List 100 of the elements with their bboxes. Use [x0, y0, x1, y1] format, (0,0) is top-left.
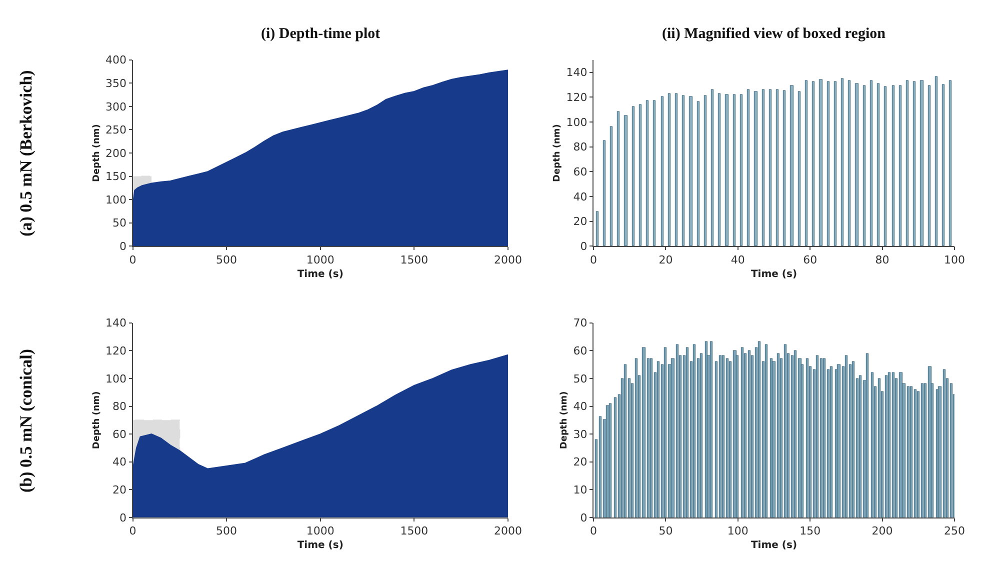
- bar: [820, 358, 822, 518]
- x-tick-label: 500: [216, 253, 238, 266]
- bar: [898, 85, 902, 246]
- bar: [804, 80, 808, 246]
- bar: [840, 78, 844, 246]
- y-tick-label: 40: [573, 190, 588, 204]
- text: (a) 0.5 mN (Berkovich): [16, 70, 36, 236]
- bar: [748, 350, 750, 518]
- bar: [726, 358, 728, 518]
- x-tick-label: 1500: [400, 524, 428, 538]
- bar: [764, 344, 768, 518]
- bar: [692, 344, 696, 518]
- x-axis-title: Time (s): [750, 268, 798, 280]
- bar: [870, 372, 874, 518]
- bar: [638, 104, 642, 246]
- bar: [912, 81, 916, 246]
- bar: [876, 83, 880, 246]
- bar: [862, 85, 866, 246]
- bar: [790, 85, 794, 246]
- y-tick-label: 0: [580, 511, 588, 524]
- bar: [826, 81, 830, 246]
- x-tick-label: 2000: [494, 253, 522, 266]
- text: (b) 0.5 mN (conical): [16, 349, 36, 493]
- bar: [682, 95, 684, 246]
- bar: [836, 364, 840, 518]
- y-tick-label: 100: [106, 372, 127, 386]
- bar: [920, 383, 924, 518]
- y-tick-label: 40: [573, 400, 588, 414]
- x-axis-title: Time (s): [297, 268, 344, 280]
- x-tick-label: 0: [129, 253, 136, 266]
- bar: [740, 347, 744, 518]
- bar: [724, 94, 728, 246]
- bar: [710, 341, 712, 518]
- y-tick-label: 50: [112, 216, 127, 230]
- x-tick-label: 80: [875, 253, 890, 266]
- bar: [740, 94, 742, 246]
- x-tick-label: 50: [658, 524, 673, 538]
- bar: [914, 389, 916, 518]
- y-tick-label: 140: [106, 316, 127, 330]
- y-tick-label: 400: [106, 54, 127, 67]
- y-tick-label: 50: [573, 372, 588, 386]
- x-tick-label: 0: [590, 253, 597, 266]
- bar: [816, 355, 818, 518]
- bar: [830, 366, 832, 518]
- bar: [668, 93, 670, 246]
- x-tick-label: 0: [590, 524, 597, 538]
- x-tick-label: 60: [803, 253, 818, 266]
- bar: [610, 126, 612, 246]
- x-tick-label: 500: [216, 524, 238, 538]
- bar: [732, 94, 736, 246]
- bar: [650, 358, 652, 518]
- bar: [822, 358, 826, 518]
- bar: [746, 89, 750, 246]
- bar: [878, 378, 880, 518]
- y-tick-label: 300: [106, 100, 127, 114]
- y-tick-label: 150: [106, 170, 127, 184]
- y-tick-label: 120: [566, 90, 588, 104]
- bar: [884, 86, 886, 246]
- x-tick-label: 100: [727, 524, 748, 538]
- y-tick-label: 10: [573, 483, 588, 496]
- bar: [910, 386, 912, 518]
- bar: [784, 344, 786, 518]
- y-tick-label: 30: [573, 428, 588, 441]
- x-tick-label: 20: [658, 253, 673, 266]
- bar: [768, 89, 772, 246]
- bar: [614, 397, 616, 518]
- bar: [806, 358, 808, 518]
- bar: [812, 81, 814, 246]
- bar: [844, 355, 848, 518]
- x-tick-label: 2000: [494, 524, 522, 538]
- bar: [906, 80, 908, 246]
- bar: [646, 100, 648, 246]
- y-tick-label: 20: [573, 456, 588, 469]
- y-tick-label: 40: [112, 456, 127, 469]
- bar: [892, 85, 894, 246]
- bar: [704, 95, 706, 246]
- x-tick-label: 0: [129, 524, 136, 538]
- bar: [656, 361, 660, 518]
- bar: [854, 83, 858, 246]
- x-axis-title: Time (s): [297, 540, 344, 552]
- bar: [798, 91, 800, 246]
- bar: [696, 101, 700, 246]
- bar: [866, 353, 868, 518]
- y-tick-label: 0: [120, 240, 127, 254]
- x-tick-label: 1000: [306, 253, 334, 266]
- bar: [632, 106, 634, 246]
- bar: [834, 81, 836, 246]
- bar: [888, 372, 890, 518]
- x-tick-label: 200: [872, 524, 893, 538]
- bar: [624, 115, 628, 246]
- y-tick-label: 100: [106, 193, 127, 206]
- bar: [934, 76, 938, 246]
- y-tick-label: 20: [112, 483, 127, 496]
- x-tick-label: 40: [730, 253, 745, 266]
- bar: [782, 90, 786, 246]
- bar: [722, 355, 724, 518]
- bar: [686, 347, 688, 518]
- bar: [602, 140, 606, 246]
- bar: [884, 375, 888, 518]
- bar: [674, 93, 678, 246]
